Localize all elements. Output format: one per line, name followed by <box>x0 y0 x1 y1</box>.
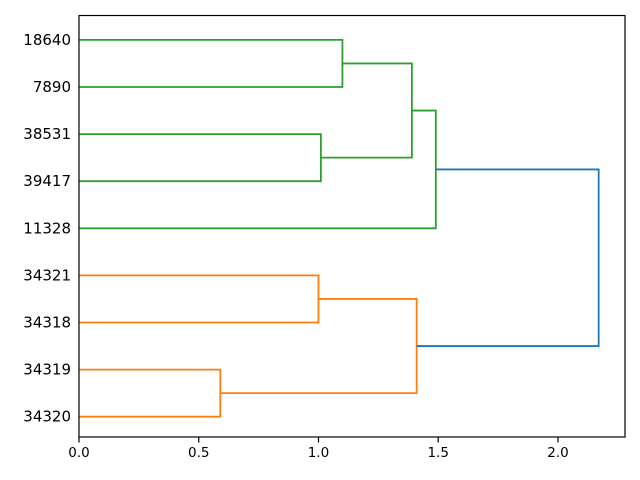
dendrogram-link-C <box>320 62 413 159</box>
dendrogram-link-A <box>79 39 344 88</box>
leaf-label-34319: 34319 <box>23 361 71 379</box>
x-tick-label-1.0: 1.0 <box>308 445 329 461</box>
dendrogram-link-E <box>79 274 320 324</box>
x-tick-label-2.0: 2.0 <box>547 445 568 461</box>
leaf-label-7890: 7890 <box>33 78 71 96</box>
leaf-label-34320: 34320 <box>23 408 71 426</box>
leaf-label-38531: 38531 <box>23 125 71 143</box>
leaf-label-18640: 18640 <box>23 31 71 49</box>
axes-border <box>78 14 626 438</box>
x-tick-label-1.5: 1.5 <box>427 445 448 461</box>
dendrogram-link-F <box>79 368 222 418</box>
dendrogram-link-ROOT <box>416 168 600 347</box>
leaf-label-39417: 39417 <box>23 172 71 190</box>
x-tick-label-0.5: 0.5 <box>188 445 209 461</box>
dendrogram-link-D <box>79 109 437 230</box>
dendrogram-link-B <box>79 133 322 183</box>
x-tick-label-0.0: 0.0 <box>68 445 89 461</box>
leaf-label-11328: 11328 <box>23 219 71 237</box>
leaf-label-34318: 34318 <box>23 314 71 332</box>
leaf-label-34321: 34321 <box>23 266 71 284</box>
